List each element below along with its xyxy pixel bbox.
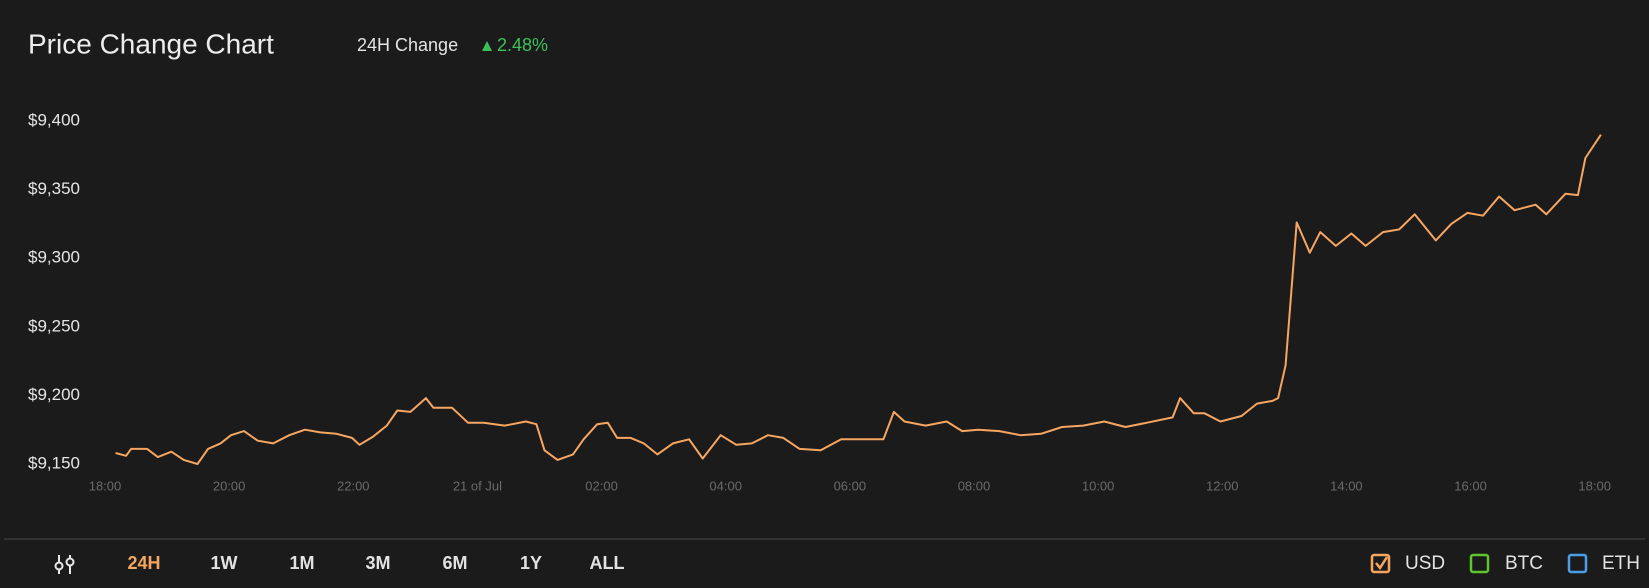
x-tick-label: 21 of Jul	[453, 478, 502, 493]
change-value: 2.48%	[497, 35, 548, 55]
x-tick-label: 04:00	[709, 478, 742, 493]
x-tick-label: 02:00	[585, 478, 618, 493]
up-arrow	[482, 41, 492, 51]
x-tick-label: 18:00	[1578, 478, 1611, 493]
legend-label: ETH	[1602, 553, 1640, 574]
x-tick-label: 06:00	[834, 478, 867, 493]
range-buttons: 24H 1W 1M 3M 6M 1Y ALL	[127, 553, 624, 573]
y-tick-label: $9,400	[28, 110, 80, 129]
x-tick-label: 14:00	[1330, 478, 1363, 493]
price-line	[115, 134, 1602, 465]
check-mark	[1375, 556, 1389, 571]
x-tick-label: 08:00	[958, 478, 991, 493]
range-button[interactable]: 3M	[365, 553, 390, 573]
x-tick-label: 22:00	[337, 478, 370, 493]
x-tick-label: 18:00	[89, 478, 122, 493]
legend-checkbox[interactable]	[1469, 553, 1490, 574]
y-tick-label: $9,350	[28, 179, 80, 198]
range-button[interactable]: 1Y	[520, 553, 542, 573]
x-tick-label: 16:00	[1454, 478, 1487, 493]
range-button[interactable]: 6M	[442, 553, 467, 573]
x-tick-label: 20:00	[213, 478, 246, 493]
y-tick-label: $9,250	[28, 316, 80, 335]
icon-knob	[65, 557, 75, 567]
title: Price Change Chart	[28, 28, 274, 59]
legend-checkbox[interactable]	[1567, 553, 1588, 574]
chart-type-icon[interactable]	[54, 555, 75, 574]
legend: USD BTC ETH	[1370, 553, 1640, 574]
change-label: 24H Change	[357, 35, 458, 55]
range-button[interactable]: ALL	[590, 553, 625, 573]
y-tick-label: $9,200	[28, 385, 80, 404]
y-tick-label: $9,300	[28, 248, 80, 267]
x-tick-label: 12:00	[1206, 478, 1239, 493]
range-button[interactable]: 1W	[211, 553, 238, 573]
legend-checkbox[interactable]	[1370, 553, 1391, 574]
range-button[interactable]: 1M	[289, 553, 314, 573]
y-tick-label: $9,150	[28, 453, 80, 472]
legend-label: USD	[1405, 553, 1445, 574]
range-button[interactable]: 24H	[127, 553, 160, 573]
icon-knob	[54, 561, 64, 571]
x-tick-label: 10:00	[1082, 478, 1115, 493]
legend-label: BTC	[1505, 553, 1543, 574]
